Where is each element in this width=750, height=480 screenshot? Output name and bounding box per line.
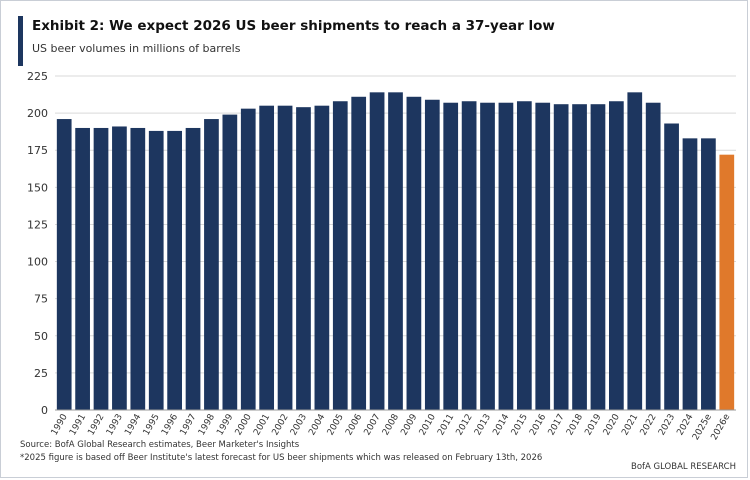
- forecast-footnote: *2025 figure is based off Beer Institute…: [20, 453, 543, 463]
- x-tick-label: 2026e: [710, 412, 733, 442]
- bar-1991: [75, 127, 90, 411]
- bar-1997: [185, 127, 201, 411]
- x-tick-label: 2002: [271, 413, 291, 438]
- x-tick-label: 2018: [565, 412, 585, 437]
- bar-2012: [461, 101, 477, 411]
- x-tick-label: 1995: [142, 413, 162, 438]
- y-tick-label: 200: [27, 107, 48, 120]
- x-tick-label: 2004: [307, 412, 327, 437]
- bar-2023: [664, 123, 679, 410]
- bar-1990: [56, 119, 72, 411]
- bar-2013: [480, 102, 495, 410]
- bar-1999: [222, 114, 238, 410]
- x-tick-label: 2023: [657, 413, 677, 438]
- y-tick-label: 75: [34, 293, 48, 306]
- bar-2005: [332, 101, 348, 411]
- bar-2025e: [701, 138, 716, 410]
- bar-2017: [553, 104, 569, 410]
- x-tick-label: 2017: [547, 413, 567, 438]
- bar-1998: [204, 119, 219, 411]
- x-tick-label: 2019: [583, 412, 603, 437]
- x-tick-label: 2005: [326, 413, 346, 438]
- x-tick-label: 2015: [510, 413, 530, 438]
- y-tick-label: 175: [27, 144, 48, 157]
- bar-2020: [609, 101, 624, 411]
- x-tick-label: 1997: [179, 413, 199, 438]
- x-tick-label: 2012: [455, 413, 475, 438]
- x-tick-label: 2007: [363, 413, 383, 438]
- x-tick-label: 1992: [86, 413, 106, 438]
- bar-2000: [240, 108, 256, 410]
- x-tick-label: 1990: [50, 412, 70, 437]
- x-tick-label: 1994: [123, 412, 143, 437]
- bar-2004: [314, 105, 330, 410]
- x-tick-label: 1993: [105, 413, 125, 438]
- x-tick-label: 2016: [528, 412, 548, 437]
- x-tick-label: 2008: [381, 412, 401, 437]
- x-tick-label: 2014: [491, 412, 511, 437]
- bar-2001: [259, 105, 275, 410]
- bar-2014: [498, 102, 514, 410]
- y-tick-label: 125: [27, 218, 48, 231]
- bar-2009: [406, 96, 422, 410]
- y-tick-label: 25: [34, 367, 48, 380]
- bar-2019: [590, 104, 606, 410]
- bar-2016: [535, 102, 551, 410]
- source-footnote: Source: BofA Global Research estimates, …: [20, 440, 300, 450]
- x-tick-label: 2021: [620, 413, 640, 438]
- x-tick-label: 2000: [234, 412, 254, 437]
- bar-2003: [296, 107, 311, 411]
- x-tick-label: 2003: [289, 413, 309, 438]
- y-tick-label: 50: [34, 330, 48, 343]
- bar-2021: [627, 92, 643, 410]
- y-tick-label: 100: [27, 256, 48, 269]
- y-tick-label: 150: [27, 181, 48, 194]
- bar-2024: [682, 138, 698, 410]
- bar-2015: [516, 101, 532, 411]
- x-tick-label: 2009: [399, 412, 419, 437]
- bar-2022: [645, 102, 661, 410]
- bar-1994: [130, 127, 146, 411]
- bar-1995: [148, 130, 164, 411]
- x-tick-label: 2001: [252, 413, 272, 438]
- title-accent-bar: [18, 16, 23, 66]
- bar-2007: [369, 92, 385, 410]
- x-tick-label: 1996: [160, 412, 180, 437]
- bar-2008: [388, 92, 403, 410]
- x-tick-label: 2020: [602, 412, 622, 437]
- bar-2002: [277, 105, 293, 410]
- y-tick-label: 0: [41, 404, 48, 417]
- x-tick-label: 1999: [215, 412, 235, 437]
- brand-label: BofA GLOBAL RESEARCH: [630, 462, 736, 472]
- bar-2010: [424, 99, 440, 410]
- bar-2011: [443, 102, 459, 410]
- bar-2026e: [719, 154, 735, 410]
- bar-2006: [351, 96, 367, 410]
- exhibit-title: Exhibit 2: We expect 2026 US beer shipme…: [32, 18, 555, 34]
- x-tick-label: 1991: [68, 413, 88, 438]
- bar-1993: [112, 126, 127, 410]
- x-tick-label: 1998: [197, 412, 217, 437]
- x-tick-label: 2006: [344, 412, 364, 437]
- bar-1996: [167, 130, 182, 411]
- exhibit-subtitle: US beer volumes in millions of barrels: [32, 42, 241, 55]
- x-tick-label: 2010: [418, 412, 438, 437]
- x-tick-label: 2011: [436, 413, 456, 438]
- y-tick-label: 225: [27, 70, 48, 83]
- bar-2018: [572, 104, 587, 410]
- x-tick-label: 2013: [473, 413, 493, 438]
- x-tick-label: 2022: [639, 413, 659, 438]
- bar-1992: [93, 127, 109, 411]
